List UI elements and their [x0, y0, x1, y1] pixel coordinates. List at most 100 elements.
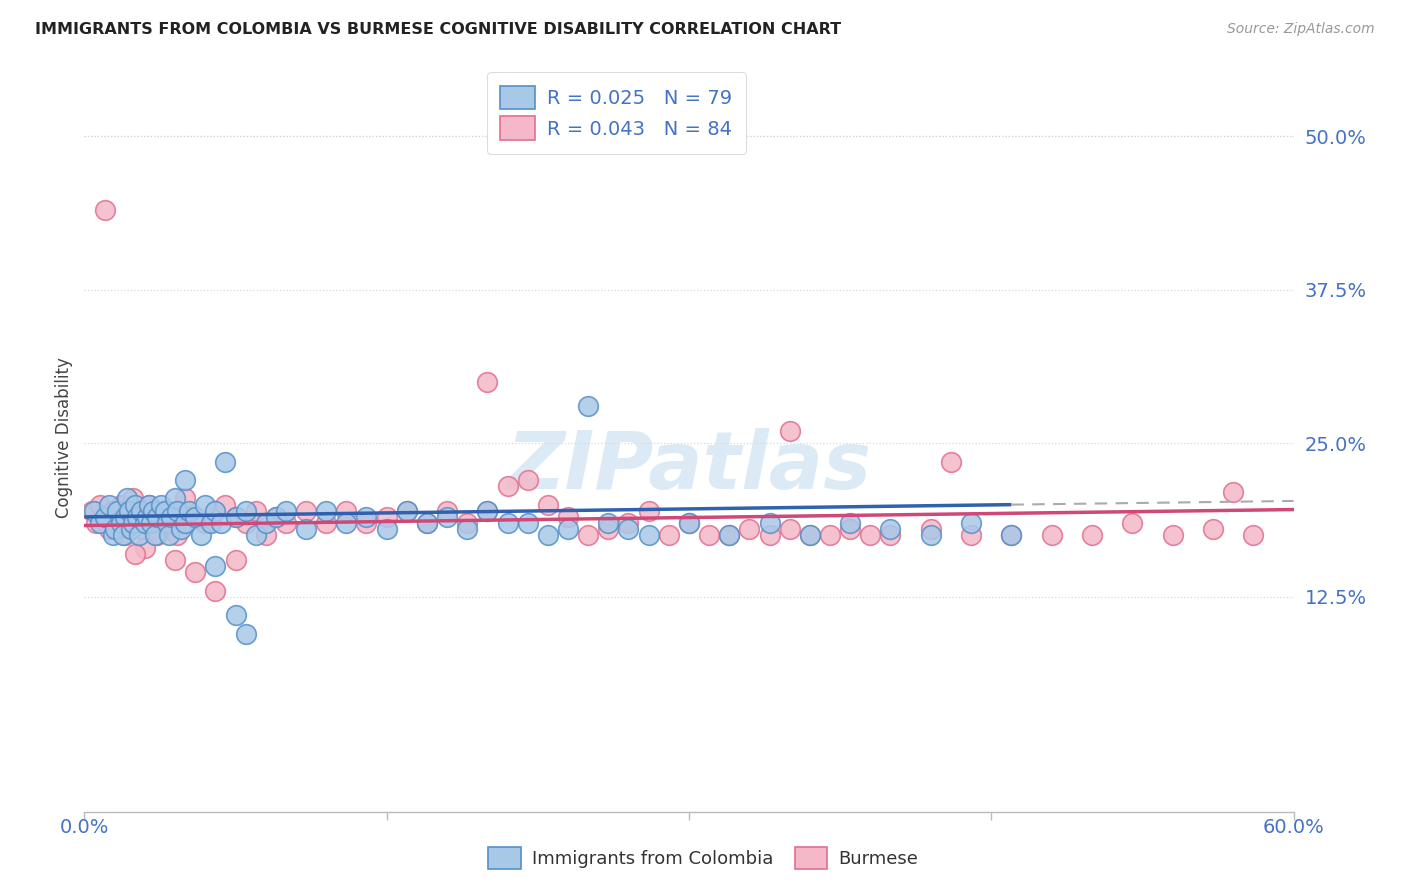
Point: [174, 491, 197, 506]
Point: [149, 498, 172, 512]
Point: [162, 516, 184, 530]
Point: [165, 553, 187, 567]
Point: [82, 504, 104, 518]
Point: [1081, 528, 1104, 542]
Point: [436, 504, 458, 518]
Point: [356, 516, 378, 530]
Y-axis label: Cognitive Disability: Cognitive Disability: [55, 357, 73, 517]
Point: [557, 522, 579, 536]
Point: [1222, 485, 1244, 500]
Point: [799, 528, 821, 542]
Point: [274, 504, 297, 518]
Point: [118, 504, 141, 518]
Point: [101, 504, 124, 518]
Point: [209, 516, 232, 530]
Point: [160, 510, 183, 524]
Point: [939, 455, 962, 469]
Point: [166, 528, 188, 542]
Point: [89, 516, 111, 530]
Text: 60.0%: 60.0%: [1263, 818, 1324, 837]
Point: [225, 608, 247, 623]
Point: [960, 516, 983, 530]
Point: [859, 528, 882, 542]
Legend: R = 0.025   N = 79, R = 0.043   N = 84: R = 0.025 N = 79, R = 0.043 N = 84: [486, 72, 747, 153]
Point: [184, 510, 207, 524]
Point: [274, 516, 297, 530]
Point: [758, 516, 780, 530]
Point: [637, 504, 659, 518]
Point: [139, 516, 162, 530]
Point: [97, 522, 120, 536]
Point: [204, 559, 226, 574]
Point: [920, 528, 942, 542]
Point: [1000, 528, 1022, 542]
Point: [120, 522, 142, 536]
Legend: Immigrants from Colombia, Burmese: Immigrants from Colombia, Burmese: [479, 838, 927, 879]
Point: [245, 528, 267, 542]
Point: [235, 516, 257, 530]
Point: [190, 528, 212, 542]
Point: [356, 510, 378, 524]
Point: [204, 504, 226, 518]
Point: [142, 504, 165, 518]
Point: [718, 528, 741, 542]
Point: [121, 491, 143, 506]
Point: [157, 528, 180, 542]
Point: [105, 516, 128, 530]
Text: ZIPatlas: ZIPatlas: [506, 428, 872, 506]
Point: [124, 547, 146, 561]
Point: [93, 202, 115, 217]
Point: [718, 528, 741, 542]
Point: [128, 528, 150, 542]
Point: [93, 510, 115, 524]
Point: [174, 473, 197, 487]
Point: [537, 498, 560, 512]
Point: [89, 498, 111, 512]
Point: [335, 516, 357, 530]
Point: [110, 516, 132, 530]
Point: [110, 498, 132, 512]
Point: [537, 528, 560, 542]
Point: [149, 504, 172, 518]
Point: [134, 516, 156, 530]
Point: [165, 491, 187, 506]
Point: [121, 516, 143, 530]
Point: [557, 510, 579, 524]
Point: [879, 522, 901, 536]
Point: [416, 516, 439, 530]
Point: [129, 504, 152, 518]
Point: [146, 510, 169, 524]
Point: [111, 528, 134, 542]
Point: [214, 498, 236, 512]
Point: [194, 516, 217, 530]
Point: [135, 510, 157, 524]
Point: [166, 504, 188, 518]
Point: [153, 516, 176, 530]
Point: [295, 522, 318, 536]
Point: [105, 504, 128, 518]
Point: [516, 473, 538, 487]
Point: [225, 553, 247, 567]
Point: [738, 522, 761, 536]
Point: [598, 522, 620, 536]
Point: [245, 504, 267, 518]
Point: [114, 528, 136, 542]
Point: [156, 516, 179, 530]
Point: [264, 510, 287, 524]
Point: [576, 400, 599, 414]
Point: [375, 510, 398, 524]
Point: [142, 510, 165, 524]
Point: [157, 504, 180, 518]
Point: [617, 522, 640, 536]
Point: [170, 504, 193, 518]
Point: [225, 510, 247, 524]
Point: [134, 541, 156, 555]
Point: [1241, 528, 1264, 542]
Point: [315, 516, 337, 530]
Point: [204, 504, 226, 518]
Point: [697, 528, 720, 542]
Point: [264, 510, 287, 524]
Point: [920, 522, 942, 536]
Point: [758, 528, 780, 542]
Point: [395, 504, 418, 518]
